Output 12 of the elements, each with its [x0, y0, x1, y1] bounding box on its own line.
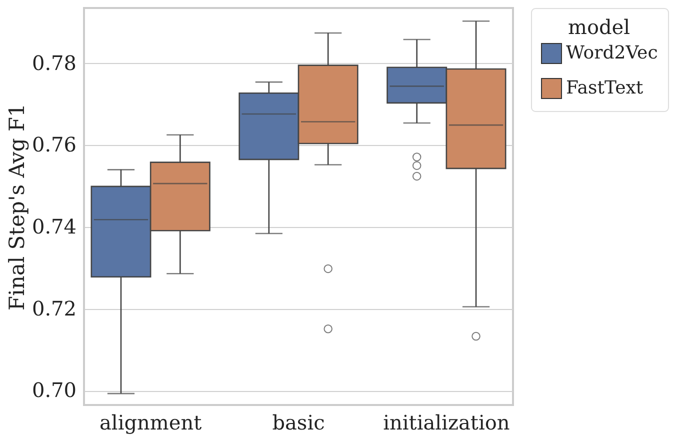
- y-tick-label: 0.70: [32, 378, 76, 402]
- x-tick-label: alignment: [100, 410, 202, 434]
- y-axis-title: Final Step's Avg F1: [4, 104, 29, 310]
- legend-label: Word2Vec: [566, 42, 658, 64]
- legend-title: model: [568, 15, 630, 39]
- y-tick-label: 0.72: [32, 296, 76, 320]
- y-tick-label: 0.74: [32, 214, 76, 238]
- legend-label: FastText: [566, 78, 644, 98]
- x-tick-label: basic: [272, 410, 325, 434]
- x-tick-label: initialization: [383, 410, 510, 434]
- y-tick-label: 0.76: [32, 132, 76, 157]
- y-tick-label: 0.78: [32, 50, 76, 75]
